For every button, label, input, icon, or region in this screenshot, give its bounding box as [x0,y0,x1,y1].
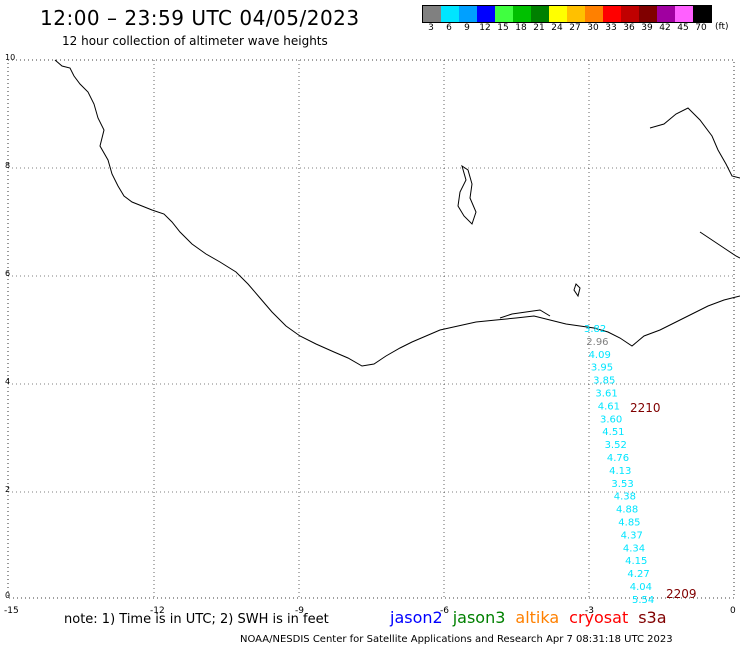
legend-label: 3 [428,23,434,33]
legend-swatch [603,6,621,22]
legend-swatch [693,6,711,22]
legend-label: 6 [446,23,452,33]
altimeter-track: 3.82 2.96 4.09 3.95 3.85 3.614.61 3.60 4.51 3.52… [584,324,654,606]
x-tick-label: 0 [730,606,736,616]
legend-swatch [495,6,513,22]
y-tick-label: 0 [5,591,10,600]
legend-label: 45 [677,23,689,33]
swh-value: 4.61 [598,401,620,412]
legend-swatch [639,6,657,22]
legend-swatch [549,6,567,22]
legend-label: 15 [497,23,509,33]
color-legend-labels: 3 6 9 12 15 18 21 24 27 30 33 36 39 42 45 70 [422,23,710,33]
satellite-altika: altika [515,608,560,627]
legend-label: 18 [515,23,527,33]
legend-label: 21 [533,23,545,33]
legend-label: 42 [659,23,671,33]
legend-label: 27 [569,23,581,33]
legend-swatch [621,6,639,22]
y-tick-label: 10 [5,53,15,62]
swh-value: 4.85 [618,518,640,529]
x-tick-label: -3 [585,606,594,616]
legend-label: 70 [695,23,707,33]
legend-swatch [441,6,459,22]
legend-label: 33 [605,23,617,33]
x-tick-label: -6 [440,606,449,616]
coastline-inlet [499,309,551,319]
swh-value: 4.09 [589,350,611,361]
swh-value: 3.85 [593,376,615,387]
swh-value: 4.37 [621,530,643,541]
satellite-legend: jason2 jason3 altika cryosat s3a [390,608,667,627]
legend-swatch [567,6,585,22]
y-tick-label: 6 [5,269,10,278]
legend-unit: (ft) [715,22,729,32]
swh-value: 4.51 [602,427,624,438]
swh-value: 4.04 [630,582,652,593]
swh-value: 3.82 [584,324,606,335]
coastline-northeast [649,107,740,179]
swh-value: 4.13 [609,466,631,477]
x-tick-label: -15 [4,606,19,616]
y-tick-label: 4 [5,377,10,386]
swh-value: 4.15 [625,556,647,567]
satellite-jason3: jason3 [452,608,506,627]
swh-value: 3.95 [591,363,613,374]
legend-swatch [477,6,495,22]
map-subtitle: 12 hour collection of altimeter wave hei… [62,34,328,48]
swh-value: 4.38 [614,492,636,503]
swh-value: 3.60 [600,414,622,425]
legend-label: 36 [623,23,635,33]
y-tick-label: 8 [5,161,10,170]
swh-value: 4.88 [616,505,638,516]
legend-swatch [513,6,531,22]
legend-swatch [423,6,441,22]
color-legend-bar [422,5,712,23]
swh-value: 5.54 [632,595,654,606]
legend-swatch [585,6,603,22]
coastline [54,59,740,367]
time-label-2209: 2209 [666,587,697,601]
swh-value: 4.76 [607,453,629,464]
y-tick-label: 2 [5,485,10,494]
x-tick-label: -12 [150,606,165,616]
island-north [457,164,477,225]
coastline-east [699,231,740,259]
legend-label: 24 [551,23,563,33]
swh-value: 3.53 [611,479,633,490]
legend-label: 30 [587,23,599,33]
time-label-2210: 2210 [630,401,661,415]
satellite-s3a: s3a [638,608,667,627]
swh-value: 4.27 [627,569,649,580]
x-tick-label: -9 [295,606,304,616]
legend-swatch [459,6,477,22]
swh-value: 3.52 [605,440,627,451]
legend-swatch [675,6,693,22]
legend-swatch [657,6,675,22]
legend-label: 12 [479,23,491,33]
legend-label: 39 [641,23,653,33]
islet [573,283,581,298]
satellite-jason2: jason2 [390,608,443,627]
footnote: note: 1) Time is in UTC; 2) SWH is in fe… [64,612,329,627]
legend-label: 9 [464,23,470,33]
credit-footer: NOAA/NESDIS Center for Satellite Applica… [240,634,673,645]
map-title: 12:00 – 23:59 UTC 04/05/2023 [40,6,360,30]
swh-value: 4.34 [623,543,645,554]
legend-swatch [531,6,549,22]
satellite-cryosat: cryosat [569,608,629,627]
swh-value: 2.96 [586,337,608,348]
swh-value: 3.61 [595,389,617,400]
